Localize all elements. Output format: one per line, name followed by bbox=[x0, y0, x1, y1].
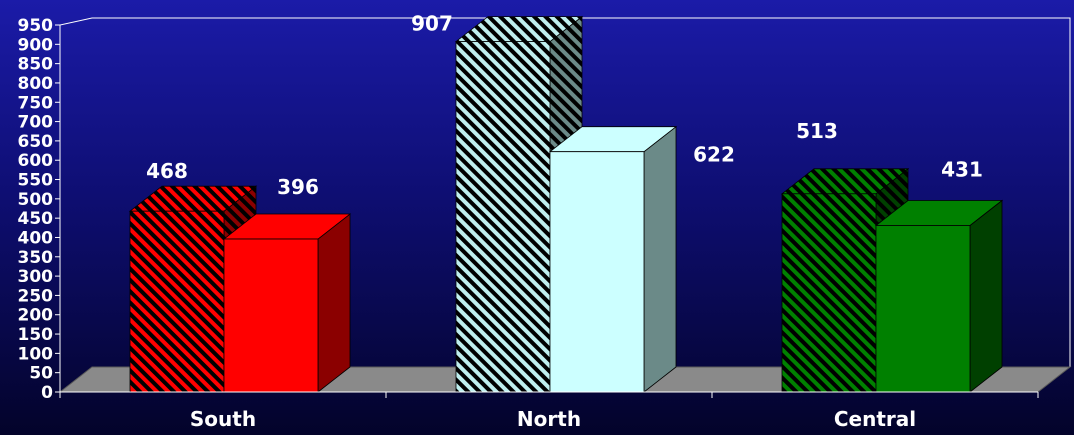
x-tick-label: Central bbox=[834, 407, 916, 431]
x-axis: South North Central bbox=[59, 391, 1039, 431]
bar-front bbox=[223, 238, 319, 393]
data-label: 513 bbox=[796, 119, 838, 143]
y-tick-label: 900 bbox=[18, 35, 54, 55]
bar-front bbox=[129, 210, 225, 393]
y-tick-label: 50 bbox=[29, 364, 53, 384]
bar-side bbox=[969, 199, 1003, 393]
y-tick-label: 600 bbox=[18, 151, 54, 171]
y-tick-label: 300 bbox=[18, 267, 54, 287]
y-tick-label: 650 bbox=[18, 132, 54, 152]
bar-front bbox=[549, 151, 645, 393]
data-label: 622 bbox=[693, 143, 735, 167]
bar-south-series-2 bbox=[222, 213, 352, 393]
y-tick-label: 950 bbox=[18, 16, 54, 36]
y-tick-label: 200 bbox=[18, 306, 54, 326]
bar-side bbox=[643, 125, 677, 393]
x-tick-label: North bbox=[517, 407, 581, 431]
y-tick-label: 500 bbox=[18, 190, 54, 210]
y-tick-label: 800 bbox=[18, 74, 54, 94]
y-axis: 0501001502002503003504004505005506006507… bbox=[18, 16, 61, 403]
y-tick-label: 250 bbox=[18, 286, 54, 306]
data-label: 431 bbox=[941, 157, 983, 181]
y-tick-label: 0 bbox=[41, 383, 53, 403]
y-tick-label: 750 bbox=[18, 93, 54, 113]
y-tick-label: 450 bbox=[18, 209, 54, 229]
y-tick-label: 700 bbox=[18, 113, 54, 133]
bar-north-series-2 bbox=[548, 125, 678, 393]
data-labels: 468 396 907 622 513 431 bbox=[146, 12, 983, 199]
y-tick-label: 150 bbox=[18, 325, 54, 345]
bar-side bbox=[317, 213, 351, 393]
data-label: 907 bbox=[411, 12, 453, 36]
bars bbox=[128, 15, 1004, 393]
x-tick-label: South bbox=[190, 407, 256, 431]
y-tick-label: 100 bbox=[18, 344, 54, 364]
data-label: 396 bbox=[277, 175, 319, 199]
bar-central-series-2 bbox=[874, 199, 1004, 393]
y-tick-label: 850 bbox=[18, 55, 54, 75]
bar-front bbox=[455, 41, 551, 393]
bar-front bbox=[781, 193, 877, 393]
y-tick-label: 350 bbox=[18, 248, 54, 268]
bar-front bbox=[875, 225, 971, 393]
data-label: 468 bbox=[146, 159, 188, 183]
y-tick-label: 550 bbox=[18, 171, 54, 191]
y-tick-label: 400 bbox=[18, 228, 54, 248]
